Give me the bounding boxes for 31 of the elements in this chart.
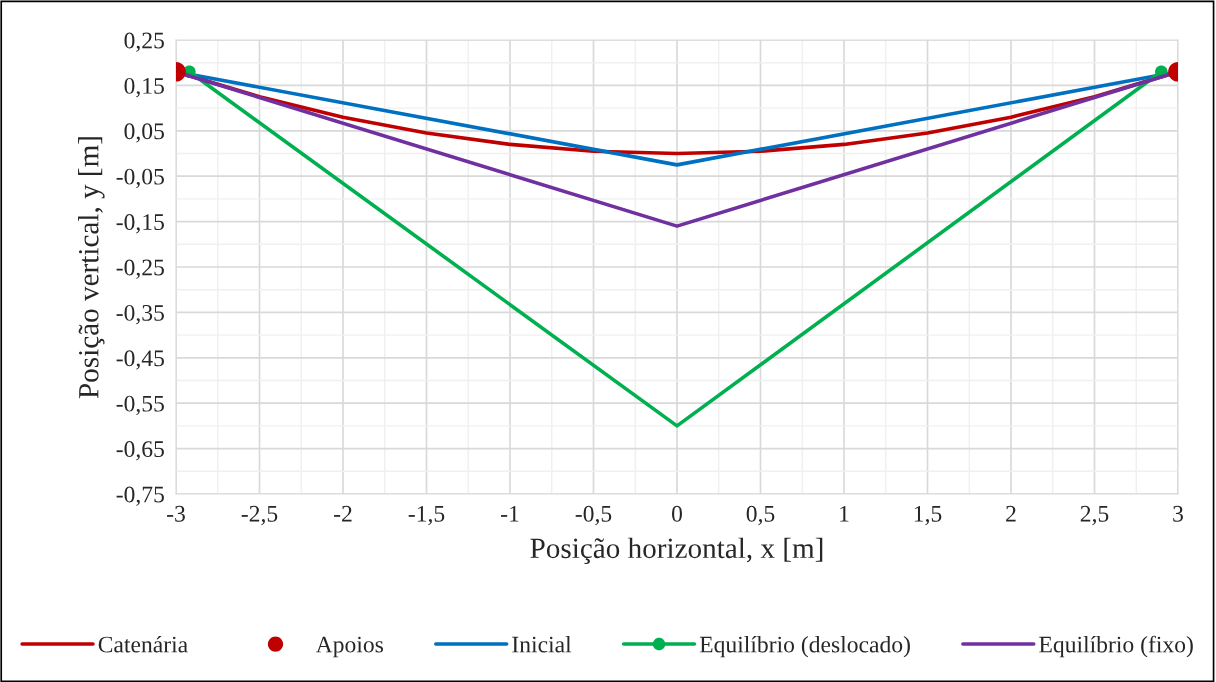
x-tick-label: 1,5 bbox=[914, 505, 942, 526]
x-tick-label: -3 bbox=[167, 505, 185, 522]
y-tick-label: -0,15 bbox=[116, 214, 164, 234]
y-tick-label: -0,35 bbox=[116, 304, 164, 325]
y-tick-label: -0,05 bbox=[116, 168, 164, 189]
y-tick-label: 0,15 bbox=[124, 77, 164, 98]
y-axis-title: Posição vertical, y [m] bbox=[78, 137, 105, 399]
x-tick-label: -2 bbox=[334, 505, 352, 522]
legend-label: Apoios bbox=[315, 636, 384, 658]
legend-label: Equilíbrio (deslocado) bbox=[699, 635, 910, 658]
x-tick-label: -1 bbox=[501, 505, 519, 522]
x-tick-label: 2,5 bbox=[1080, 505, 1109, 526]
legend-label: Catenária bbox=[98, 635, 188, 653]
y-tick-label: 0,05 bbox=[124, 123, 164, 143]
x-tick-label: 2 bbox=[1006, 505, 1016, 522]
x-tick-label: -1,5 bbox=[408, 505, 445, 526]
x-tick-label: -0,5 bbox=[575, 505, 612, 526]
x-tick-label: 1 bbox=[840, 505, 849, 522]
y-tick-label: -0,45 bbox=[116, 350, 164, 370]
x-axis-title: Posição horizontal, x [m] bbox=[530, 537, 823, 565]
x-tick-label: -2,5 bbox=[241, 505, 278, 526]
y-tick-label: -0,75 bbox=[116, 486, 164, 506]
y-tick-label: -0,55 bbox=[116, 395, 164, 416]
x-tick-label: 3 bbox=[1173, 505, 1183, 522]
legend-label: Inicial bbox=[512, 635, 572, 653]
x-tick-label: 0,5 bbox=[746, 505, 775, 526]
legend-label: Equilíbrio (fixo) bbox=[1039, 635, 1193, 658]
y-tick-label: -0,25 bbox=[116, 259, 164, 279]
y-tick-label: 0,25 bbox=[124, 32, 164, 52]
y-tick-label: -0,65 bbox=[116, 441, 164, 461]
x-tick-label: 0 bbox=[672, 505, 682, 522]
